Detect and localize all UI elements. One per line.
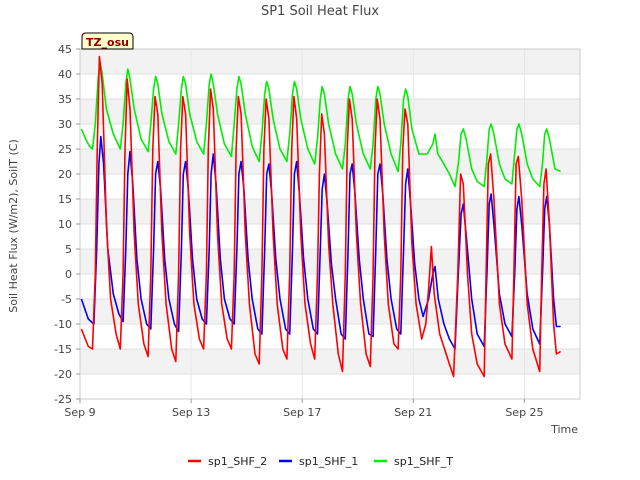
y-tick-label: -15 xyxy=(54,343,72,356)
y-tick-label: 10 xyxy=(58,218,72,231)
y-tick-label: 5 xyxy=(65,243,72,256)
legend: sp1_SHF_2 sp1_SHF_1 sp1_SHF_T xyxy=(188,455,453,468)
plot-band xyxy=(80,374,580,399)
plot-band xyxy=(80,49,580,74)
x-tick-label: Sep 13 xyxy=(172,406,210,419)
y-axis: -25 -20 -15 -10 -5 0 5 10 15 20 25 30 35 40 45 xyxy=(54,43,80,406)
y-tick-label: 25 xyxy=(58,143,72,156)
plot-band xyxy=(80,349,580,374)
y-tick-label: 20 xyxy=(58,168,72,181)
y-tick-label: -10 xyxy=(54,318,72,331)
x-tick-label: Sep 9 xyxy=(64,406,95,419)
x-axis-title: Time xyxy=(550,423,578,436)
legend-label: sp1_SHF_1 xyxy=(299,455,358,468)
y-tick-label: -5 xyxy=(61,293,72,306)
y-tick-label: -20 xyxy=(54,368,72,381)
legend-label: sp1_SHF_2 xyxy=(208,455,267,468)
plot-band xyxy=(80,149,580,174)
plot-background-bands xyxy=(80,49,580,399)
y-tick-label: -25 xyxy=(54,393,72,406)
x-tick-label: Sep 21 xyxy=(394,406,432,419)
x-tick-label: Sep 25 xyxy=(505,406,543,419)
series-lines xyxy=(80,55,562,378)
x-axis: Sep 9 Sep 13 Sep 17 Sep 21 Sep 25 xyxy=(64,399,544,419)
plot-band xyxy=(80,324,580,349)
series-line-sp1_SHF_2 xyxy=(80,55,562,378)
badge-label: TZ_osu xyxy=(86,36,129,49)
plot-band xyxy=(80,174,580,199)
plot-band xyxy=(80,74,580,99)
plot-band xyxy=(80,199,580,224)
y-axis-title: Soil Heat Flux (W/m2), SoilT (C) xyxy=(7,139,20,312)
series-line-sp1_SHF_T xyxy=(80,60,561,188)
chart-title: SP1 Soil Heat Flux xyxy=(261,4,379,19)
y-tick-label: 40 xyxy=(58,68,72,81)
plot-band xyxy=(80,299,580,324)
y-tick-label: 35 xyxy=(58,93,72,106)
y-tick-label: 15 xyxy=(58,193,72,206)
plot-band xyxy=(80,274,580,299)
x-tick-label: Sep 17 xyxy=(283,406,321,419)
station-badge: TZ_osu xyxy=(81,32,134,50)
y-tick-label: 45 xyxy=(58,43,72,56)
badge-background xyxy=(81,32,134,50)
y-tick-label: 30 xyxy=(58,118,72,131)
legend-label: sp1_SHF_T xyxy=(394,455,453,468)
y-tick-label: 0 xyxy=(65,268,72,281)
